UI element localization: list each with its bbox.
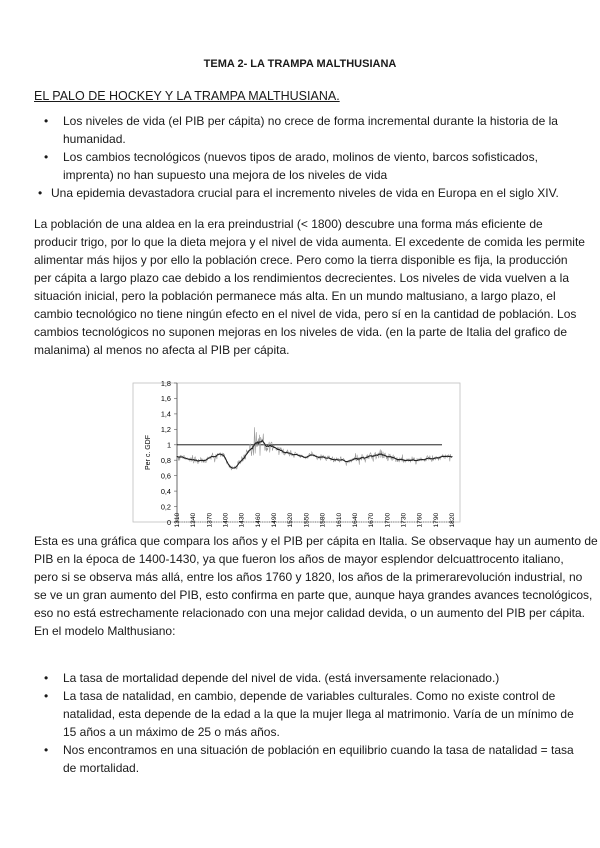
svg-text:0,6: 0,6 (161, 472, 171, 481)
svg-text:1730: 1730 (401, 512, 408, 527)
svg-text:1,8: 1,8 (161, 379, 171, 388)
svg-text:1580: 1580 (320, 512, 327, 527)
svg-text:1520: 1520 (287, 512, 294, 527)
svg-text:1: 1 (167, 441, 171, 450)
svg-text:1550: 1550 (303, 512, 310, 527)
svg-text:1790: 1790 (433, 512, 440, 527)
svg-text:1310: 1310 (174, 512, 181, 527)
svg-text:1,6: 1,6 (161, 394, 171, 403)
svg-text:1760: 1760 (417, 512, 424, 527)
svg-text:1400: 1400 (223, 512, 230, 527)
svg-text:1700: 1700 (384, 512, 391, 527)
svg-text:1820: 1820 (449, 512, 456, 527)
svg-text:1,4: 1,4 (161, 410, 171, 419)
svg-text:Per c. GDF: Per c. GDF (145, 435, 152, 470)
svg-text:0,8: 0,8 (161, 456, 171, 465)
svg-text:1340: 1340 (190, 512, 197, 527)
svg-text:1370: 1370 (206, 512, 213, 527)
svg-text:0: 0 (167, 518, 171, 527)
svg-text:1640: 1640 (352, 512, 359, 527)
svg-text:0,4: 0,4 (161, 487, 171, 496)
svg-text:1670: 1670 (368, 512, 375, 527)
svg-text:1430: 1430 (239, 512, 246, 527)
svg-text:1490: 1490 (271, 512, 278, 527)
svg-text:1610: 1610 (336, 512, 343, 527)
svg-text:0,2: 0,2 (161, 502, 171, 511)
svg-text:1,2: 1,2 (161, 425, 171, 434)
svg-text:1460: 1460 (255, 512, 262, 527)
